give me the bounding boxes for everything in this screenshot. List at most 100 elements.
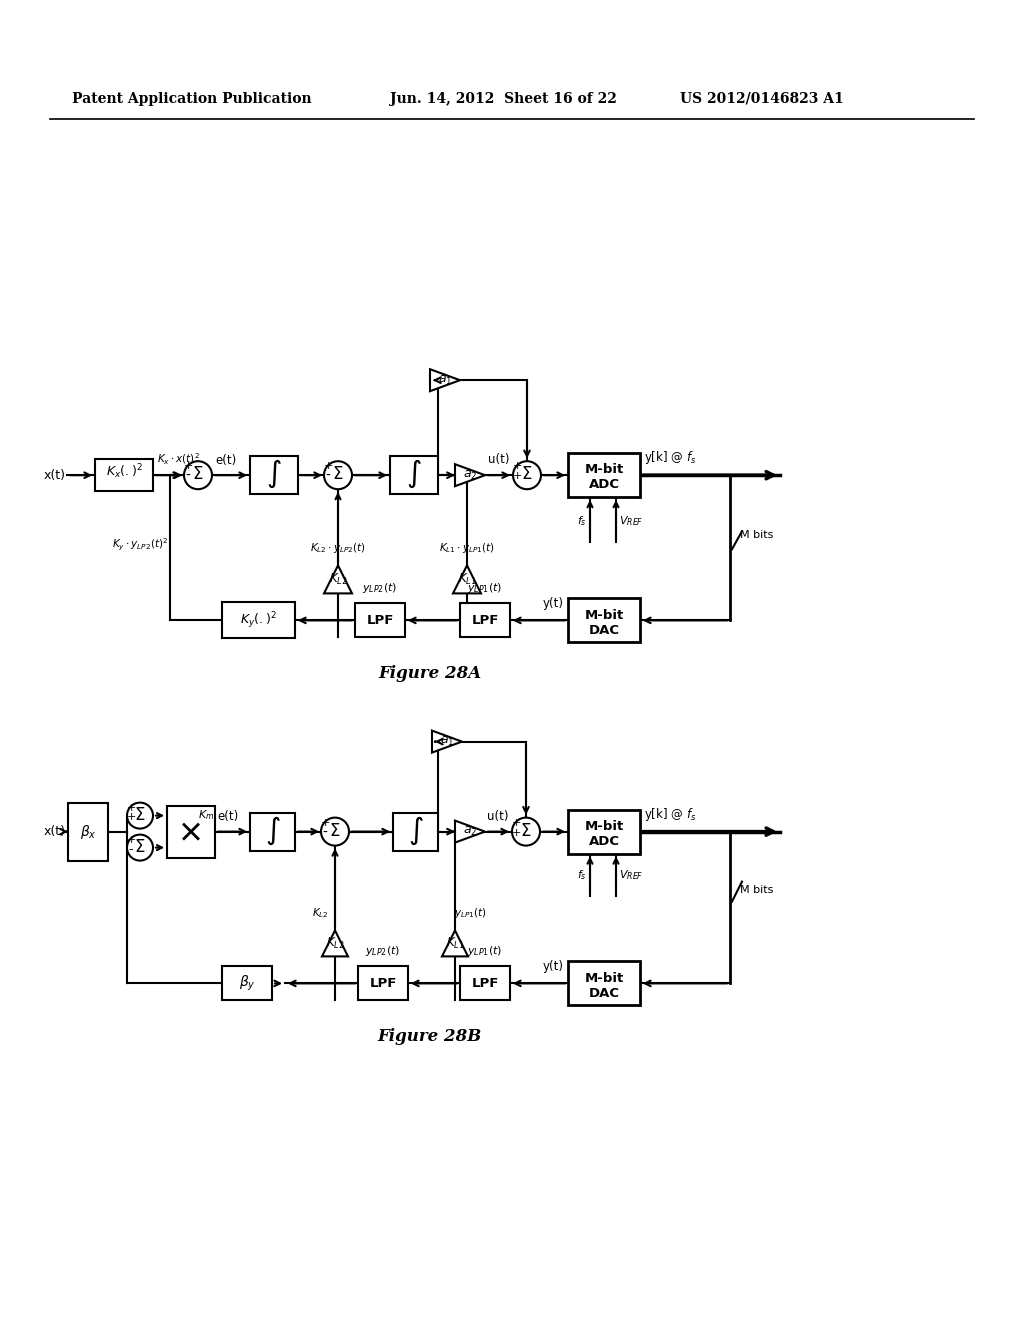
Text: Figure 28A: Figure 28A <box>379 665 481 681</box>
Text: M-bit: M-bit <box>585 972 624 985</box>
Text: LPF: LPF <box>471 977 499 990</box>
Text: $y_{LP1}(t)$: $y_{LP1}(t)$ <box>467 944 503 958</box>
Text: $K_{L1}$: $K_{L1}$ <box>458 572 476 587</box>
Polygon shape <box>453 565 481 594</box>
Text: x(t): x(t) <box>44 825 66 838</box>
Text: +: + <box>126 812 136 821</box>
Polygon shape <box>322 931 348 957</box>
Text: -: - <box>129 843 133 857</box>
Text: $a_2$: $a_2$ <box>463 469 477 482</box>
Text: +: + <box>512 461 521 471</box>
Text: US 2012/0146823 A1: US 2012/0146823 A1 <box>680 92 844 106</box>
Text: DAC: DAC <box>589 986 620 999</box>
FancyBboxPatch shape <box>222 602 295 639</box>
Text: $K_{L2}$: $K_{L2}$ <box>311 907 329 920</box>
Text: $\Sigma$: $\Sigma$ <box>193 465 204 483</box>
Text: $\int$: $\int$ <box>264 814 281 846</box>
FancyBboxPatch shape <box>95 459 153 491</box>
Text: +: + <box>511 817 520 828</box>
Text: e(t): e(t) <box>217 809 239 822</box>
Text: $\int$: $\int$ <box>407 458 422 490</box>
Text: ADC: ADC <box>589 834 620 847</box>
Text: $y_{LP1}(t)$: $y_{LP1}(t)$ <box>454 907 486 920</box>
Text: $K_x(.)^2$: $K_x(.)^2$ <box>105 462 142 480</box>
Text: $V_{REF}$: $V_{REF}$ <box>618 515 643 528</box>
FancyBboxPatch shape <box>250 457 298 494</box>
Circle shape <box>127 803 153 829</box>
Text: $V_{REF}$: $V_{REF}$ <box>618 867 643 882</box>
Text: $K_x \cdot x(t)^2$: $K_x \cdot x(t)^2$ <box>157 451 200 467</box>
Circle shape <box>321 817 349 846</box>
Text: $\Sigma$: $\Sigma$ <box>330 821 341 840</box>
Text: $a_1$: $a_1$ <box>439 735 455 748</box>
Text: -: - <box>326 469 331 483</box>
FancyBboxPatch shape <box>68 803 108 861</box>
Circle shape <box>513 461 541 490</box>
FancyBboxPatch shape <box>568 809 640 854</box>
Polygon shape <box>442 931 468 957</box>
Text: Jun. 14, 2012  Sheet 16 of 22: Jun. 14, 2012 Sheet 16 of 22 <box>390 92 616 106</box>
FancyBboxPatch shape <box>568 453 640 498</box>
Text: $K_y(.)^2$: $K_y(.)^2$ <box>241 610 276 631</box>
Text: y[k] @ $f_s$: y[k] @ $f_s$ <box>644 449 696 466</box>
Text: M bits: M bits <box>740 884 773 895</box>
Text: ADC: ADC <box>589 478 620 491</box>
Text: $f_s$: $f_s$ <box>578 515 587 528</box>
Text: Patent Application Publication: Patent Application Publication <box>72 92 311 106</box>
Text: $f_s$: $f_s$ <box>578 867 587 882</box>
Text: u(t): u(t) <box>488 453 510 466</box>
Text: $\Sigma$: $\Sigma$ <box>333 465 344 483</box>
FancyBboxPatch shape <box>460 603 510 638</box>
Circle shape <box>512 817 540 846</box>
Text: $K_{L2}$: $K_{L2}$ <box>326 936 344 950</box>
Text: $\beta_x$: $\beta_x$ <box>80 822 96 841</box>
FancyBboxPatch shape <box>355 603 406 638</box>
Text: $a_2$: $a_2$ <box>463 825 477 838</box>
Text: $\int$: $\int$ <box>408 814 423 846</box>
Text: $\Sigma$: $\Sigma$ <box>134 805 145 824</box>
Polygon shape <box>455 465 485 486</box>
Text: M bits: M bits <box>740 531 773 540</box>
Text: M-bit: M-bit <box>585 609 624 622</box>
Polygon shape <box>430 370 460 391</box>
Text: -: - <box>323 825 328 840</box>
Text: M-bit: M-bit <box>585 820 624 833</box>
FancyBboxPatch shape <box>393 813 438 850</box>
FancyBboxPatch shape <box>568 598 640 643</box>
FancyBboxPatch shape <box>358 966 408 1001</box>
Text: $K_m$: $K_m$ <box>198 809 214 822</box>
Text: $\Sigma$: $\Sigma$ <box>520 821 531 840</box>
Text: LPF: LPF <box>370 977 396 990</box>
FancyBboxPatch shape <box>568 961 640 1006</box>
Text: $y_{LP2}(t)$: $y_{LP2}(t)$ <box>366 944 400 958</box>
Circle shape <box>324 461 352 490</box>
Text: Figure 28B: Figure 28B <box>378 1028 482 1044</box>
FancyBboxPatch shape <box>222 966 272 1001</box>
Text: $\int$: $\int$ <box>266 458 282 490</box>
Text: +: + <box>321 817 330 828</box>
Text: u(t): u(t) <box>487 809 509 822</box>
Text: +: + <box>126 834 136 845</box>
Text: y(t): y(t) <box>543 598 564 610</box>
FancyBboxPatch shape <box>390 457 438 494</box>
Text: $\Sigma$: $\Sigma$ <box>134 838 145 855</box>
Polygon shape <box>324 565 352 594</box>
Text: $K_{L2}$: $K_{L2}$ <box>329 572 347 587</box>
Text: +: + <box>511 828 520 838</box>
Text: $\Sigma$: $\Sigma$ <box>521 465 532 483</box>
Text: x(t): x(t) <box>44 469 66 482</box>
Polygon shape <box>455 821 485 842</box>
Text: $K_{L2} \cdot y_{LP2}(t)$: $K_{L2} \cdot y_{LP2}(t)$ <box>310 541 366 556</box>
Text: LPF: LPF <box>471 614 499 627</box>
FancyBboxPatch shape <box>460 966 510 1001</box>
Text: e(t): e(t) <box>215 454 237 467</box>
Text: y[k] @ $f_s$: y[k] @ $f_s$ <box>644 805 696 822</box>
Text: +: + <box>324 461 333 471</box>
Text: $K_y \cdot y_{LP2}(t)^2$: $K_y \cdot y_{LP2}(t)^2$ <box>112 537 168 553</box>
Text: $K_{L1}$: $K_{L1}$ <box>445 936 465 950</box>
Text: $K_{L1} \cdot y_{LP1}(t)$: $K_{L1} \cdot y_{LP1}(t)$ <box>439 541 495 556</box>
Text: y(t): y(t) <box>543 961 564 973</box>
Text: LPF: LPF <box>367 614 393 627</box>
Text: DAC: DAC <box>589 623 620 636</box>
FancyBboxPatch shape <box>167 805 215 858</box>
